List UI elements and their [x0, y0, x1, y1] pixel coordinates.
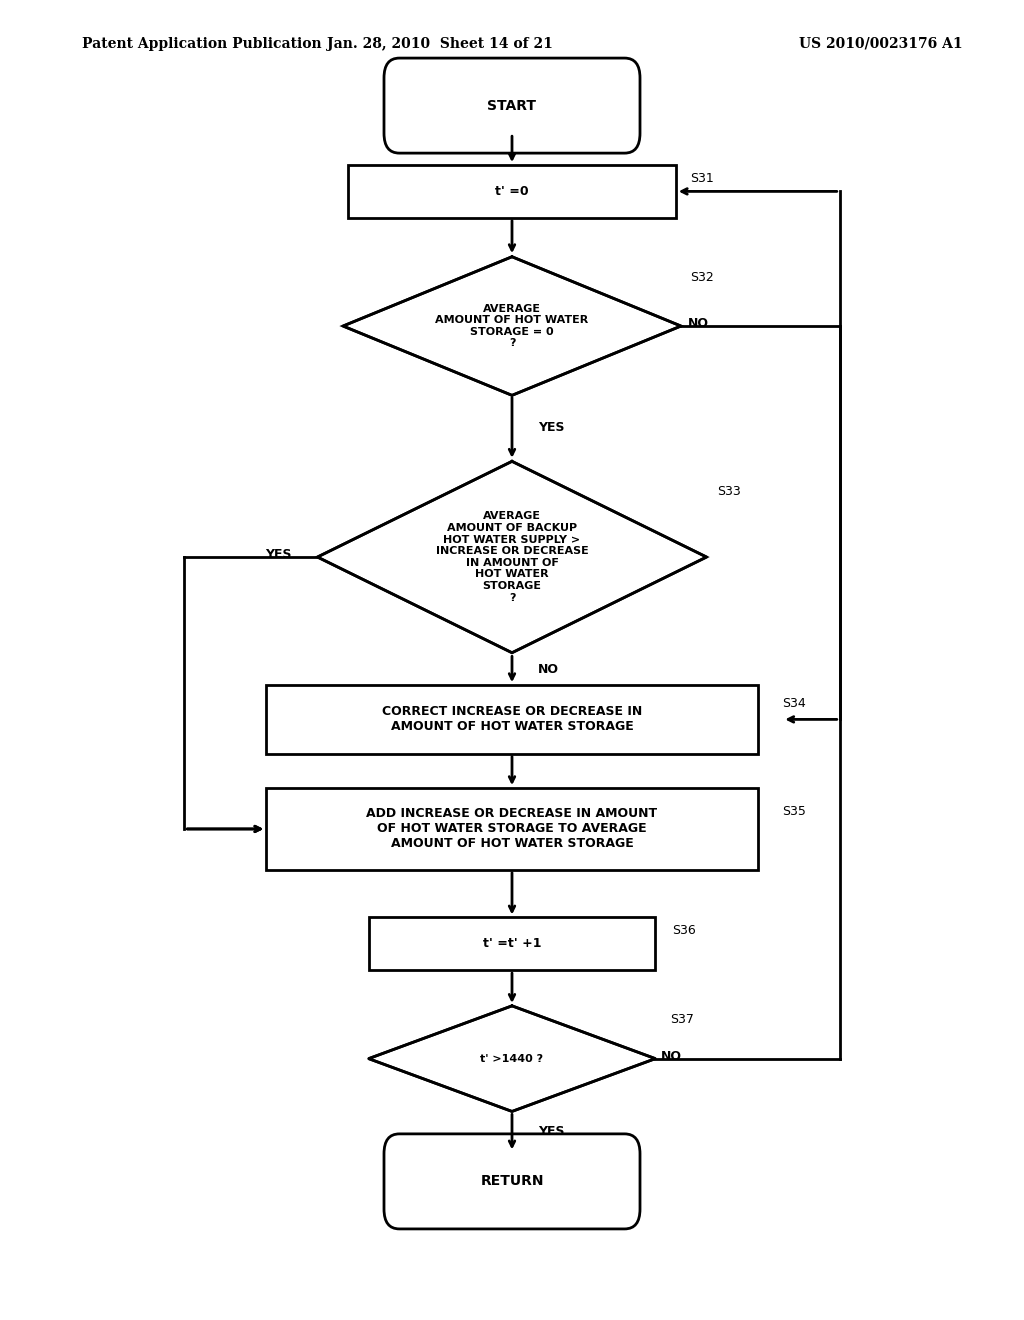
Text: S35: S35: [782, 805, 806, 818]
Text: Jan. 28, 2010  Sheet 14 of 21: Jan. 28, 2010 Sheet 14 of 21: [328, 37, 553, 50]
Text: NO: NO: [688, 317, 710, 330]
Text: AVERAGE
AMOUNT OF HOT WATER
STORAGE = 0
?: AVERAGE AMOUNT OF HOT WATER STORAGE = 0 …: [435, 304, 589, 348]
Text: YES: YES: [538, 1126, 564, 1138]
FancyBboxPatch shape: [384, 1134, 640, 1229]
Text: NO: NO: [660, 1049, 682, 1063]
FancyBboxPatch shape: [348, 165, 676, 218]
Text: t' >1440 ?: t' >1440 ?: [480, 1053, 544, 1064]
FancyBboxPatch shape: [266, 685, 758, 754]
Text: Patent Application Publication: Patent Application Publication: [82, 37, 322, 50]
Text: t' =0: t' =0: [496, 185, 528, 198]
Text: AVERAGE
AMOUNT OF BACKUP
HOT WATER SUPPLY >
INCREASE OR DECREASE
IN AMOUNT OF
HO: AVERAGE AMOUNT OF BACKUP HOT WATER SUPPL…: [435, 511, 589, 603]
Polygon shape: [343, 256, 681, 396]
FancyBboxPatch shape: [369, 917, 655, 970]
Text: YES: YES: [265, 548, 292, 561]
Text: FIG.14: FIG.14: [462, 58, 562, 87]
FancyBboxPatch shape: [266, 788, 758, 870]
Polygon shape: [369, 1006, 655, 1111]
Text: CORRECT INCREASE OR DECREASE IN
AMOUNT OF HOT WATER STORAGE: CORRECT INCREASE OR DECREASE IN AMOUNT O…: [382, 705, 642, 734]
Text: S34: S34: [782, 697, 806, 710]
Text: ADD INCREASE OR DECREASE IN AMOUNT
OF HOT WATER STORAGE TO AVERAGE
AMOUNT OF HOT: ADD INCREASE OR DECREASE IN AMOUNT OF HO…: [367, 808, 657, 850]
Text: S37: S37: [670, 1012, 693, 1026]
Text: US 2010/0023176 A1: US 2010/0023176 A1: [799, 37, 963, 50]
Text: t' =t' +1: t' =t' +1: [482, 937, 542, 950]
Polygon shape: [317, 462, 707, 653]
Text: S31: S31: [690, 172, 714, 185]
Text: S33: S33: [717, 484, 740, 498]
Text: RETURN: RETURN: [480, 1175, 544, 1188]
FancyBboxPatch shape: [384, 58, 640, 153]
Text: S32: S32: [690, 271, 714, 284]
Text: NO: NO: [538, 663, 559, 676]
Text: S36: S36: [672, 924, 695, 937]
Text: START: START: [487, 99, 537, 112]
Text: YES: YES: [538, 421, 564, 434]
